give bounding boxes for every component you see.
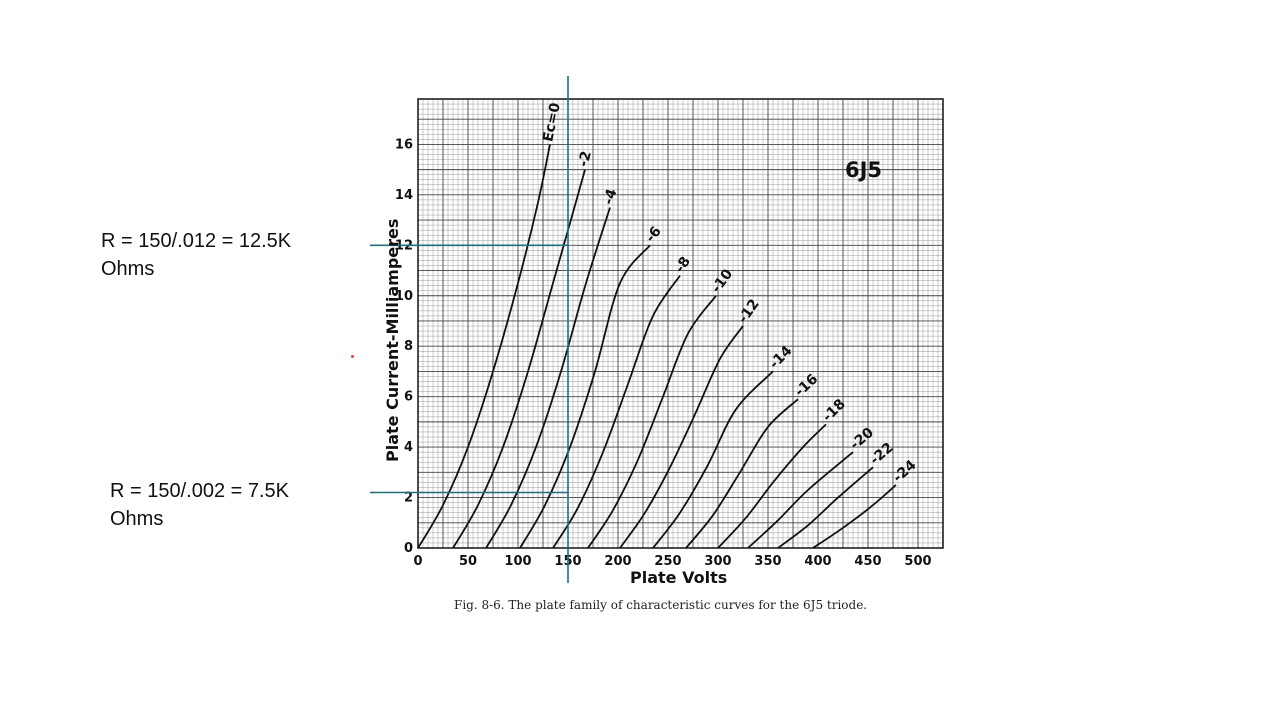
- y-tick-label: 6: [404, 390, 413, 405]
- curve-line: [652, 370, 774, 549]
- x-tick-label: 250: [654, 554, 681, 569]
- curve-label: -8: [672, 254, 694, 276]
- annotation-low-current: R = 150/.002 = 7.5K Ohms: [110, 480, 290, 530]
- x-tick-label: 400: [804, 554, 831, 569]
- curve-line: [452, 169, 586, 549]
- plot-area: [418, 99, 943, 548]
- x-tick-label: 200: [604, 554, 631, 569]
- curve-line: [587, 295, 717, 549]
- x-tick-label: 0: [413, 554, 422, 569]
- curve-line: [747, 451, 854, 549]
- curve-line: [812, 484, 897, 549]
- curve-label: Ec=0: [540, 101, 564, 143]
- curve-line: [619, 325, 744, 549]
- curve-line: [417, 144, 551, 549]
- y-tick-label: 10: [395, 289, 413, 304]
- curve-line: [717, 423, 827, 549]
- chart-title: 6J5: [845, 158, 882, 182]
- curve-label: -4: [601, 187, 621, 207]
- curve-line: [552, 275, 681, 549]
- y-axis-label: Plate Current-Milliamperes: [383, 219, 402, 462]
- curve-label: -2: [575, 149, 595, 168]
- x-tick-label: 50: [459, 554, 477, 569]
- x-tick-labels: 0 50 100 150 200 250 300 350 400 450 500: [413, 554, 931, 569]
- y-tick-label: 8: [404, 339, 413, 354]
- curve-line: [685, 398, 799, 549]
- annotation-high-current: R = 150/.012 = 12.5K Ohms: [101, 230, 292, 280]
- curve-line: [777, 466, 874, 549]
- x-axis-label: Plate Volts: [630, 568, 727, 587]
- plot-frame: [417, 98, 944, 549]
- x-tick-label: 350: [754, 554, 781, 569]
- curve-line: [519, 244, 651, 549]
- curve-line: [485, 207, 611, 549]
- y-tick-label: 0: [404, 541, 413, 556]
- guide-lines: [370, 76, 569, 583]
- stray-dot: [351, 355, 354, 358]
- y-tick-label: 16: [395, 137, 413, 152]
- figure-caption: Fig. 8-6. The plate family of characteri…: [454, 598, 867, 612]
- x-tick-label: 100: [504, 554, 531, 569]
- y-tick-label: 4: [404, 440, 413, 455]
- grid-minor: [418, 98, 943, 548]
- curve-group: [417, 144, 897, 549]
- y-tick-label: 14: [395, 188, 413, 203]
- x-tick-label: 500: [904, 554, 931, 569]
- y-tick-label: 2: [404, 491, 413, 506]
- x-tick-label: 300: [704, 554, 731, 569]
- x-tick-label: 450: [854, 554, 881, 569]
